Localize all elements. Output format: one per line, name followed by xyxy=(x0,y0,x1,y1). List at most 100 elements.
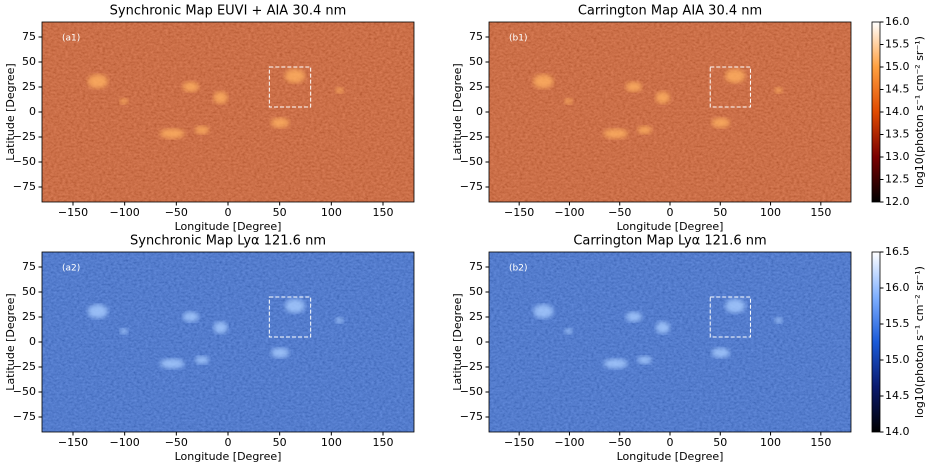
y-tick-label: 25 xyxy=(22,80,36,93)
y-tick-label: 50 xyxy=(469,285,483,298)
x-tick-label: 50 xyxy=(273,436,287,449)
x-tick-label: −50 xyxy=(608,206,631,219)
x-tick-label: 150 xyxy=(373,436,394,449)
x-tick-label: −100 xyxy=(110,206,140,219)
y-tick-label: −25 xyxy=(460,130,483,143)
colorbar-tick-label: 14.5 xyxy=(885,389,910,402)
y-tick-label: 0 xyxy=(476,105,483,118)
active-region xyxy=(625,81,642,92)
colorbar xyxy=(871,251,881,433)
x-tick-label: 50 xyxy=(713,436,727,449)
y-tick-label: 50 xyxy=(22,55,36,68)
x-tick-label: 100 xyxy=(321,206,342,219)
panel-label: (a1) xyxy=(62,34,80,44)
x-tick-label: 0 xyxy=(225,436,232,449)
y-tick-label: −75 xyxy=(13,180,36,193)
y-tick-label: −50 xyxy=(13,385,36,398)
chart-title: Carrington Map AIA 30.4 nm xyxy=(578,4,762,19)
x-tick-label: 100 xyxy=(760,436,781,449)
y-tick-label: 25 xyxy=(22,310,36,323)
active-region xyxy=(625,311,642,322)
active-region xyxy=(711,117,730,128)
active-region xyxy=(194,126,209,134)
active-region xyxy=(533,304,554,319)
y-tick-label: −75 xyxy=(13,410,36,423)
colorbar-tick-label: 15.0 xyxy=(885,60,910,73)
y-tick-label: 75 xyxy=(22,30,36,43)
active-region xyxy=(160,358,185,369)
chart-title: Synchronic Map EUVI + AIA 30.4 nm xyxy=(110,4,347,19)
active-region xyxy=(655,91,670,104)
y-tick-label: −25 xyxy=(460,360,483,373)
x-tick-label: 0 xyxy=(667,436,674,449)
active-region xyxy=(725,69,746,83)
y-tick-label: 50 xyxy=(22,285,36,298)
colorbar-tick-label: 16.0 xyxy=(885,281,910,294)
x-axis-label: Longitude [Degree] xyxy=(617,220,724,233)
colorbar-tick-label: 14.0 xyxy=(885,425,910,438)
y-axis-label: Latitude [Degree] xyxy=(451,63,464,160)
chart-title: Carrington Map Lyα 121.6 nm xyxy=(573,234,766,249)
x-tick-label: −50 xyxy=(165,436,188,449)
active-region xyxy=(603,358,628,369)
x-axis-label: Longitude [Degree] xyxy=(617,450,724,463)
x-tick-label: −50 xyxy=(608,436,631,449)
y-axis-label: Latitude [Degree] xyxy=(451,293,464,390)
colorbar-tick-label: 14.5 xyxy=(885,83,910,96)
map-texture xyxy=(42,22,414,202)
active-region xyxy=(564,98,573,105)
active-region xyxy=(603,128,628,139)
x-tick-label: −100 xyxy=(110,436,140,449)
colorbar-tick-label: 12.0 xyxy=(885,195,910,208)
y-tick-label: −25 xyxy=(13,360,36,373)
y-tick-label: 25 xyxy=(469,310,483,323)
x-tick-label: 50 xyxy=(273,206,287,219)
x-axis-label: Longitude [Degree] xyxy=(175,220,282,233)
y-tick-label: 75 xyxy=(469,260,483,273)
active-region xyxy=(160,128,185,139)
active-region xyxy=(119,328,128,335)
x-tick-label: 150 xyxy=(810,206,831,219)
x-tick-label: −150 xyxy=(58,206,88,219)
active-region xyxy=(87,304,108,319)
colorbar-label: log10(photon s⁻¹ cm⁻² sr⁻¹) xyxy=(913,36,926,188)
active-region xyxy=(335,87,344,94)
active-region xyxy=(655,321,670,334)
y-tick-label: 75 xyxy=(469,30,483,43)
y-axis-label: Latitude [Degree] xyxy=(4,63,17,160)
colorbar-tick-label: 15.5 xyxy=(885,317,910,330)
active-region xyxy=(194,356,209,364)
active-region xyxy=(182,311,199,322)
colorbar-tick-label: 12.5 xyxy=(885,173,910,186)
active-region xyxy=(182,81,199,92)
active-region xyxy=(284,69,305,83)
active-region xyxy=(213,321,228,334)
y-axis-label: Latitude [Degree] xyxy=(4,293,17,390)
colorbar-tick-label: 16.5 xyxy=(885,245,910,258)
y-tick-label: −25 xyxy=(13,130,36,143)
map-texture xyxy=(42,252,414,432)
panel-label: (a2) xyxy=(62,264,80,274)
colorbar xyxy=(871,21,881,203)
map-texture xyxy=(489,22,851,202)
y-tick-label: 25 xyxy=(469,80,483,93)
x-tick-label: 50 xyxy=(713,206,727,219)
y-tick-label: −50 xyxy=(13,155,36,168)
x-tick-label: 100 xyxy=(321,436,342,449)
active-region xyxy=(774,317,783,324)
map-texture xyxy=(489,252,851,432)
x-tick-label: −150 xyxy=(504,436,534,449)
panel-label: (b1) xyxy=(509,34,527,44)
x-tick-label: 150 xyxy=(373,206,394,219)
x-tick-label: −100 xyxy=(554,206,584,219)
y-tick-label: 75 xyxy=(22,260,36,273)
x-axis-label: Longitude [Degree] xyxy=(175,450,282,463)
x-tick-label: 150 xyxy=(810,436,831,449)
colorbar-label: log10(photon s⁻¹ cm⁻² sr⁻¹) xyxy=(913,266,926,418)
highlight-box xyxy=(709,296,751,338)
colorbar-tick-label: 14.0 xyxy=(885,105,910,118)
y-tick-label: 0 xyxy=(476,335,483,348)
active-region xyxy=(271,347,290,358)
y-tick-label: 0 xyxy=(29,335,36,348)
